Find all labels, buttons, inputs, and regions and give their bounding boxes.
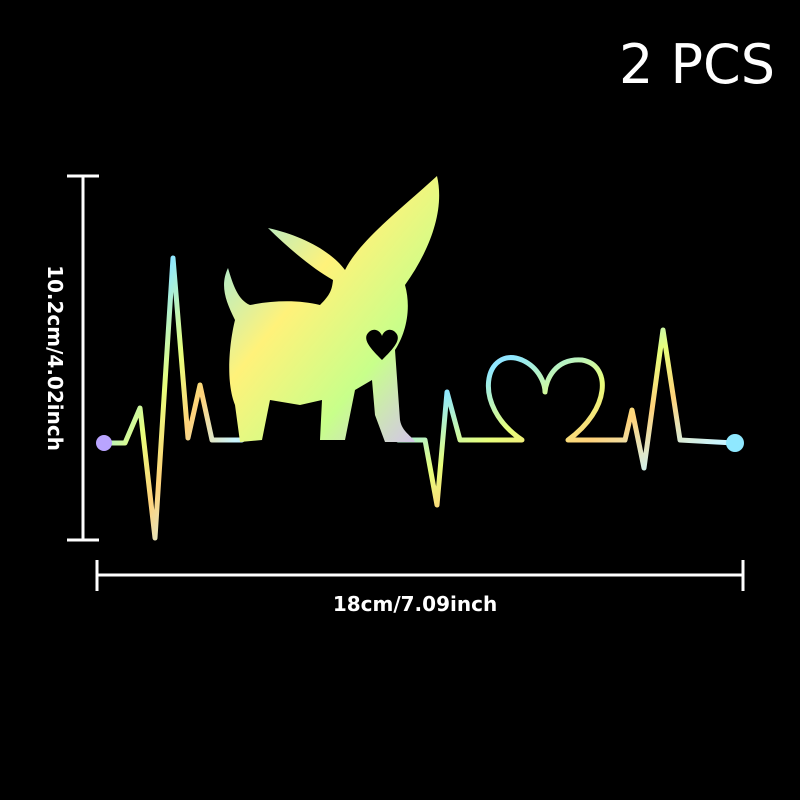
height-label: 10.2cm/4.02inch [43,265,67,451]
height-dimension-line [67,174,99,542]
width-label: 18cm/7.09inch [333,592,497,616]
heartbeat-line [101,255,737,541]
heart-icon [366,329,398,360]
heartbeat-start-dot [96,435,112,451]
chihuahua-silhouette [224,176,440,442]
quantity-badge: 2 PCS [619,33,775,96]
heartbeat-end-dot [726,434,744,452]
width-dimension-line [95,560,745,591]
